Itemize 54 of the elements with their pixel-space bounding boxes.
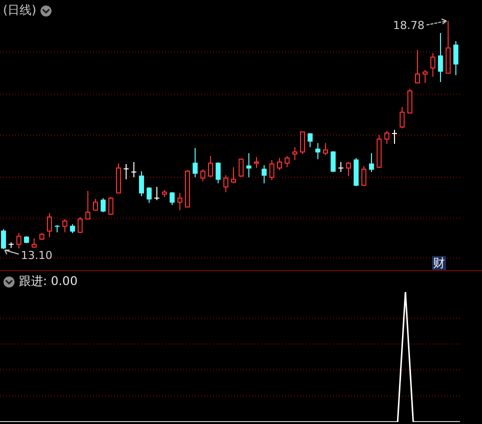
chart-title: 跟进: 0.00 [19, 273, 78, 290]
candlestick [154, 186, 160, 201]
candlestick [192, 147, 198, 178]
candlestick [453, 40, 458, 76]
candlestick [139, 170, 144, 197]
candlestick [216, 162, 221, 184]
candlestick [78, 216, 83, 234]
candlestick [384, 130, 390, 144]
candlestick [100, 198, 106, 213]
annotation: 18.78 [393, 19, 424, 32]
candlestick [238, 158, 244, 178]
candlestick [123, 164, 130, 180]
candlestick [415, 49, 420, 84]
candlestick [200, 168, 206, 182]
candlestick [369, 152, 374, 173]
candlestick [338, 161, 344, 173]
candlestick [146, 186, 152, 204]
candlestick [300, 131, 305, 154]
candlestick [430, 52, 436, 78]
candlestick [93, 198, 98, 211]
text: 13.10 [20, 249, 52, 262]
candlestick [54, 224, 60, 233]
candlestick [170, 192, 175, 206]
candlestick [231, 166, 236, 184]
candlestick [361, 166, 366, 187]
candlestick [62, 218, 68, 233]
candlestick [269, 159, 274, 181]
text: 财 [432, 256, 446, 270]
candlestick [407, 88, 412, 114]
candlestick [346, 161, 351, 177]
candlestick [208, 155, 213, 178]
candlestick [284, 155, 290, 168]
candlestick [438, 32, 443, 83]
candlestick [323, 142, 328, 156]
candlestick [254, 156, 259, 169]
candlestick [308, 132, 313, 148]
chart-title: (日线) [3, 2, 36, 19]
candlestick [177, 192, 182, 211]
candlestick [315, 142, 320, 160]
candlestick [392, 129, 398, 144]
candlestick [330, 150, 336, 173]
candlestick [108, 196, 114, 216]
candlestick [16, 232, 22, 249]
candlestick [292, 146, 298, 160]
candlestick [246, 152, 252, 178]
candlestick [422, 70, 428, 84]
candlestick [85, 190, 90, 220]
candlestick [262, 164, 267, 184]
candlestick [47, 212, 52, 238]
candlestick [223, 174, 228, 193]
candlestick [277, 157, 282, 171]
candlestick [400, 106, 405, 129]
candlestick [1, 228, 6, 250]
candlestick [130, 161, 137, 178]
